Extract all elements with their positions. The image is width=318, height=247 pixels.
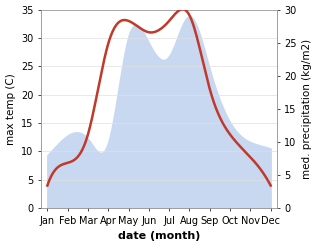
X-axis label: date (month): date (month)	[118, 231, 200, 242]
Y-axis label: med. precipitation (kg/m2): med. precipitation (kg/m2)	[302, 39, 313, 179]
Y-axis label: max temp (C): max temp (C)	[5, 73, 16, 145]
